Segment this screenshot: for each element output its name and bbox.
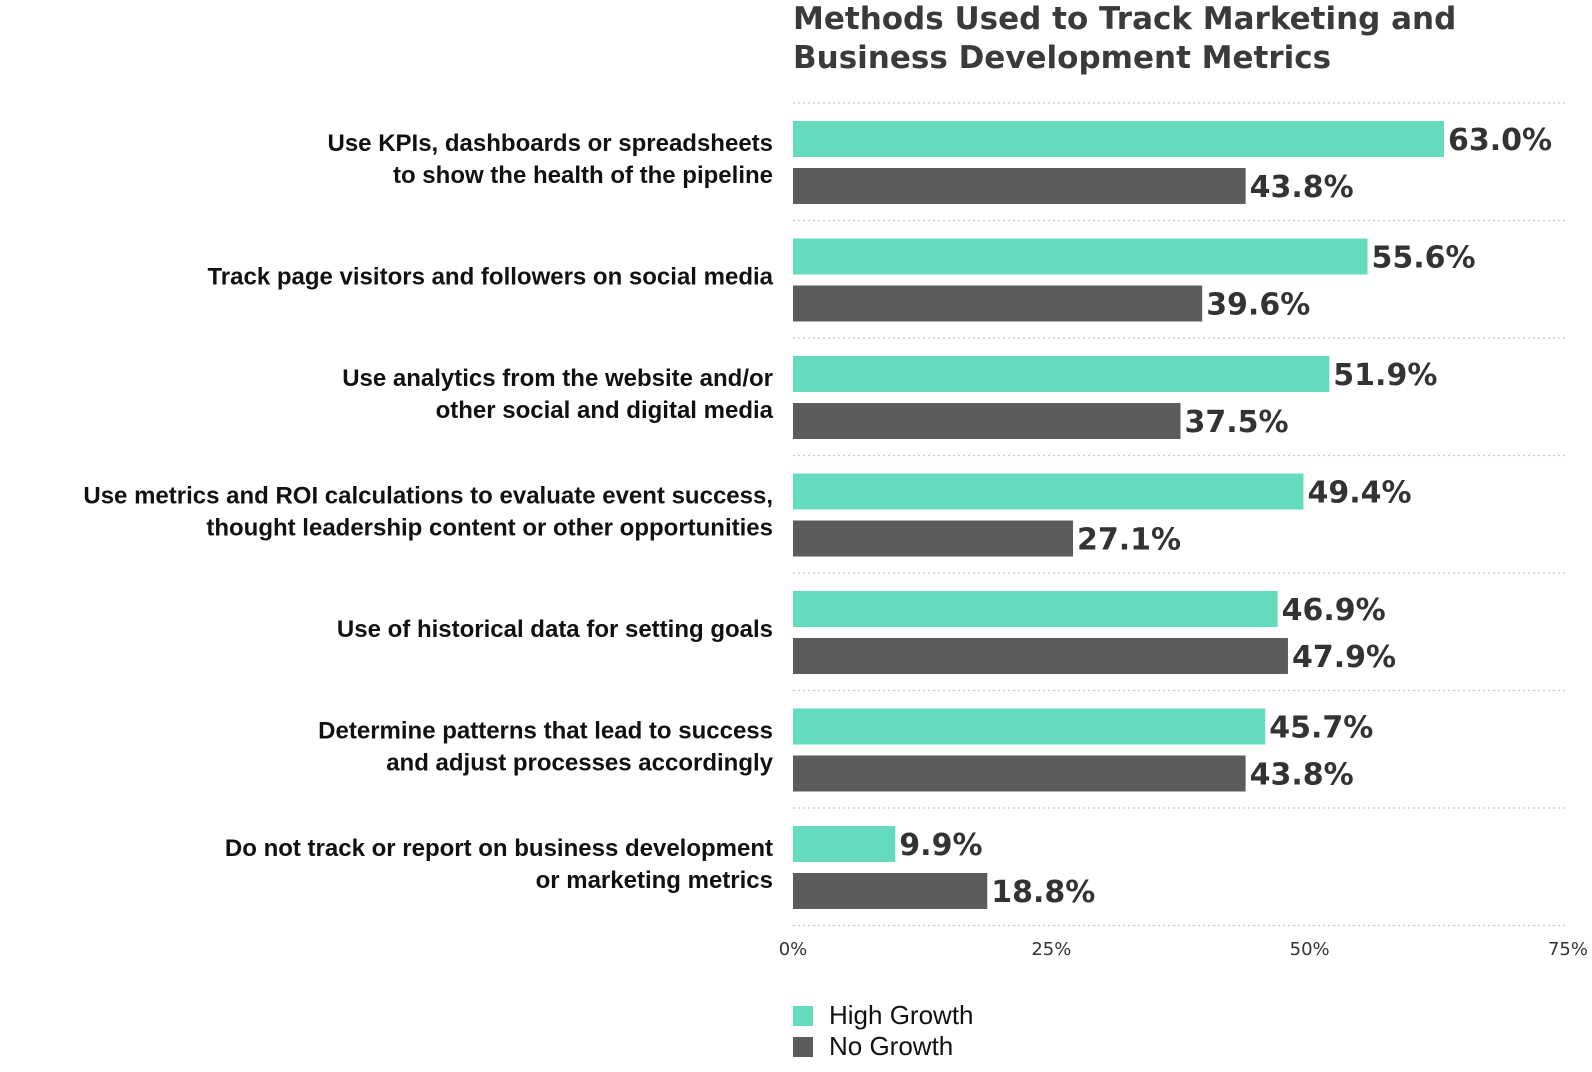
legend-label-no-growth: No Growth <box>829 1031 954 1061</box>
category-label-line: to show the health of the pipeline <box>393 162 773 189</box>
bar-no-growth <box>793 873 988 909</box>
chart-title: Methods Used to Track Marketing and Busi… <box>793 0 1553 78</box>
data-label-no-growth: 18.8% <box>991 875 1095 910</box>
x-tick-label: 75% <box>1548 939 1588 960</box>
legend-item-high-growth: High Growth <box>793 1000 974 1031</box>
bar-high-growth <box>793 356 1330 392</box>
data-label-high-growth: 51.9% <box>1333 358 1437 393</box>
category-label: Track page visitors and followers on soc… <box>207 263 773 290</box>
x-tick-label: 25% <box>1031 939 1071 960</box>
data-label-high-growth: 55.6% <box>1372 241 1476 276</box>
data-label-high-growth: 46.9% <box>1282 593 1386 628</box>
bar-no-growth <box>793 638 1288 674</box>
category-label-line: other social and digital media <box>436 397 774 424</box>
legend-label-high-growth: High Growth <box>829 1000 974 1030</box>
bar-no-growth <box>793 403 1181 439</box>
data-label-no-growth: 43.8% <box>1250 758 1354 793</box>
bar-high-growth <box>793 826 896 862</box>
category-label-line: Track page visitors and followers on soc… <box>207 263 773 290</box>
x-tick-label: 0% <box>779 939 808 960</box>
chart-title-line-2: Business Development Metrics <box>793 40 1332 76</box>
bar-chart: Use KPIs, dashboards or spreadsheets to s… <box>83 102 1588 960</box>
category-label-line: thought leadership content or other oppo… <box>206 514 773 541</box>
category-label-line: Use of historical data for setting goals <box>337 616 773 643</box>
data-label-no-growth: 43.8% <box>1250 170 1354 205</box>
category-label-line: or marketing metrics <box>536 867 773 894</box>
data-label-high-growth: 63.0% <box>1448 123 1552 158</box>
bar-no-growth <box>793 168 1246 204</box>
data-label-no-growth: 27.1% <box>1077 523 1181 558</box>
category-label-line: Use metrics and ROI calculations to eval… <box>83 482 773 509</box>
bar-no-growth <box>793 285 1203 322</box>
bar-high-growth <box>793 591 1278 627</box>
data-label-no-growth: 47.9% <box>1292 640 1396 675</box>
category-label: Do not track or report on business devel… <box>225 835 773 894</box>
data-label-no-growth: 37.5% <box>1185 405 1289 440</box>
legend: High Growth No Growth <box>793 1000 974 1062</box>
category-label: Use analytics from the website and/or oth… <box>342 365 773 424</box>
bar-high-growth <box>793 121 1444 157</box>
category-label: Determine patterns that lead to success a… <box>318 717 773 776</box>
category-label-line: and adjust processes accordingly <box>386 749 773 776</box>
legend-swatch-high-growth <box>793 1005 813 1026</box>
bar-no-growth <box>793 755 1246 792</box>
data-label-high-growth: 49.4% <box>1307 476 1411 511</box>
legend-item-no-growth: No Growth <box>793 1031 974 1062</box>
category-label-line: Determine patterns that lead to success <box>318 717 773 744</box>
chart-title-line-1: Methods Used to Track Marketing and <box>793 1 1457 37</box>
legend-swatch-no-growth <box>793 1036 813 1057</box>
bar-high-growth <box>793 473 1304 510</box>
bar-no-growth <box>793 520 1074 557</box>
bar-high-growth <box>793 238 1368 275</box>
category-label-line: Use KPIs, dashboards or spreadsheets <box>328 130 774 157</box>
category-label: Use of historical data for setting goals <box>337 616 773 643</box>
data-label-no-growth: 39.6% <box>1206 288 1310 323</box>
category-label-line: Do not track or report on business devel… <box>225 835 773 862</box>
category-label-line: Use analytics from the website and/or <box>342 365 773 392</box>
x-tick-label: 50% <box>1290 939 1330 960</box>
category-label: Use KPIs, dashboards or spreadsheets to s… <box>328 130 774 189</box>
data-label-high-growth: 45.7% <box>1269 711 1373 746</box>
bar-high-growth <box>793 708 1266 745</box>
category-label: Use metrics and ROI calculations to eval… <box>83 482 773 541</box>
data-label-high-growth: 9.9% <box>899 828 982 863</box>
